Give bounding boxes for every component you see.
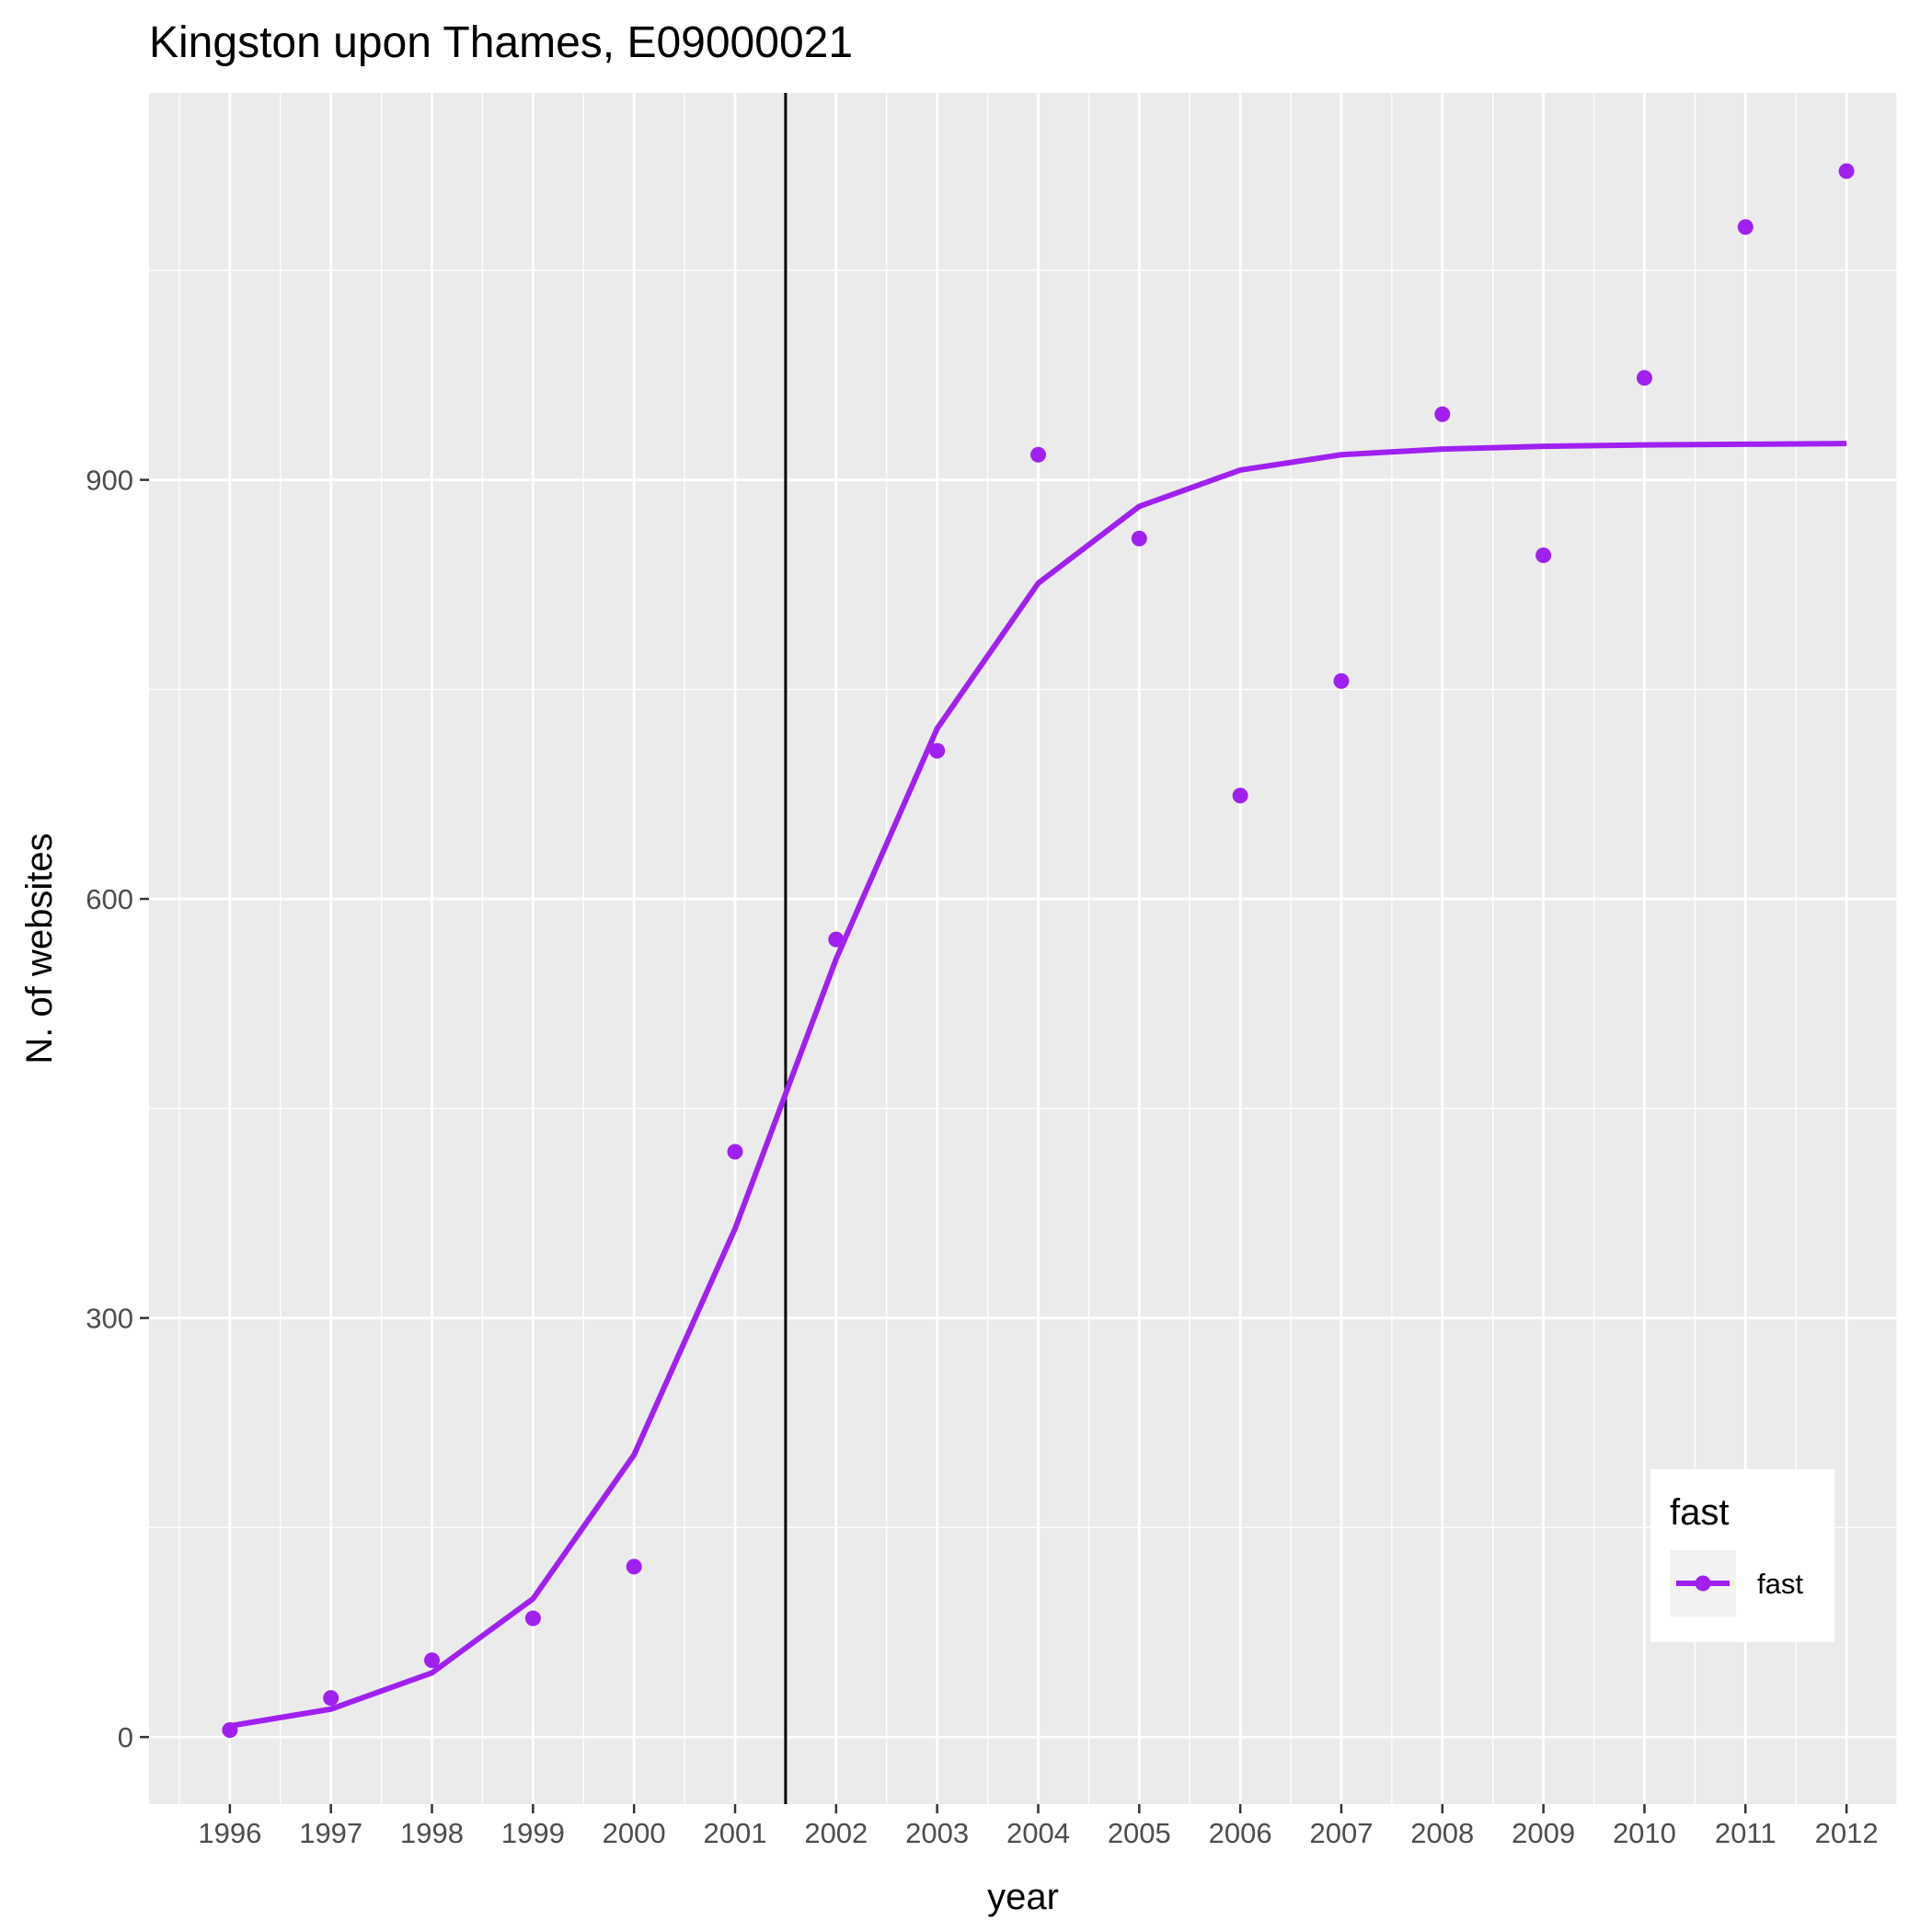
x-tick-label: 2004 <box>1006 1817 1070 1849</box>
x-tick-label: 2012 <box>1815 1817 1879 1849</box>
data-point <box>1434 406 1451 422</box>
legend-label-fast: fast <box>1757 1568 1803 1600</box>
data-point <box>1131 530 1147 546</box>
x-tick-label: 2006 <box>1209 1817 1272 1849</box>
data-point <box>626 1558 642 1575</box>
x-tick-label: 1996 <box>198 1817 261 1849</box>
x-tick-label: 2003 <box>905 1817 969 1849</box>
legend-key-point <box>1695 1575 1711 1592</box>
data-point <box>1232 788 1248 804</box>
x-tick-label: 2002 <box>804 1817 868 1849</box>
y-axis-ticks: 0 300 600 900 <box>86 465 149 1754</box>
series-points-fast <box>222 163 1855 1739</box>
data-point <box>929 742 946 759</box>
series-line-fast <box>229 441 1847 1729</box>
plot-panel <box>149 93 1897 1804</box>
data-point <box>1535 547 1552 564</box>
x-axis-ticks: 1996 1997 1998 1999 2000 2001 2002 2003 2004 2005… <box>198 1804 1879 1849</box>
legend: fast fast <box>1650 1469 1834 1642</box>
data-point <box>424 1652 441 1669</box>
legend-title: fast <box>1670 1492 1729 1533</box>
data-point <box>222 1722 238 1739</box>
x-tick-label: 2001 <box>704 1817 767 1849</box>
data-point <box>1636 370 1652 386</box>
data-point <box>1838 163 1855 179</box>
x-tick-label: 2000 <box>603 1817 666 1849</box>
data-point <box>828 931 845 948</box>
x-tick-label: 1999 <box>501 1817 565 1849</box>
data-point <box>727 1144 743 1160</box>
y-tick-label: 600 <box>86 883 133 915</box>
y-tick-label: 300 <box>86 1303 133 1335</box>
y-tick-label: 900 <box>86 465 133 497</box>
x-tick-label: 2008 <box>1410 1817 1474 1849</box>
x-tick-label: 1997 <box>299 1817 362 1849</box>
chart-title: Kingston upon Thames, E09000021 <box>149 18 853 67</box>
y-axis-title: N. of websites <box>19 833 60 1064</box>
x-tick-label: 2011 <box>1715 1817 1777 1849</box>
y-tick-label: 0 <box>118 1721 133 1754</box>
data-point <box>1029 446 1046 463</box>
data-point <box>1737 219 1754 236</box>
x-tick-label: 1998 <box>400 1817 464 1849</box>
x-axis-title: year <box>987 1877 1059 1917</box>
data-point <box>1333 673 1350 689</box>
data-point <box>524 1610 541 1627</box>
data-point <box>323 1690 339 1707</box>
grid-minor <box>149 93 1898 1804</box>
x-tick-label: 2007 <box>1309 1817 1373 1849</box>
x-tick-label: 2005 <box>1108 1817 1171 1849</box>
x-tick-label: 2009 <box>1512 1817 1575 1849</box>
x-tick-label: 2010 <box>1613 1817 1676 1849</box>
